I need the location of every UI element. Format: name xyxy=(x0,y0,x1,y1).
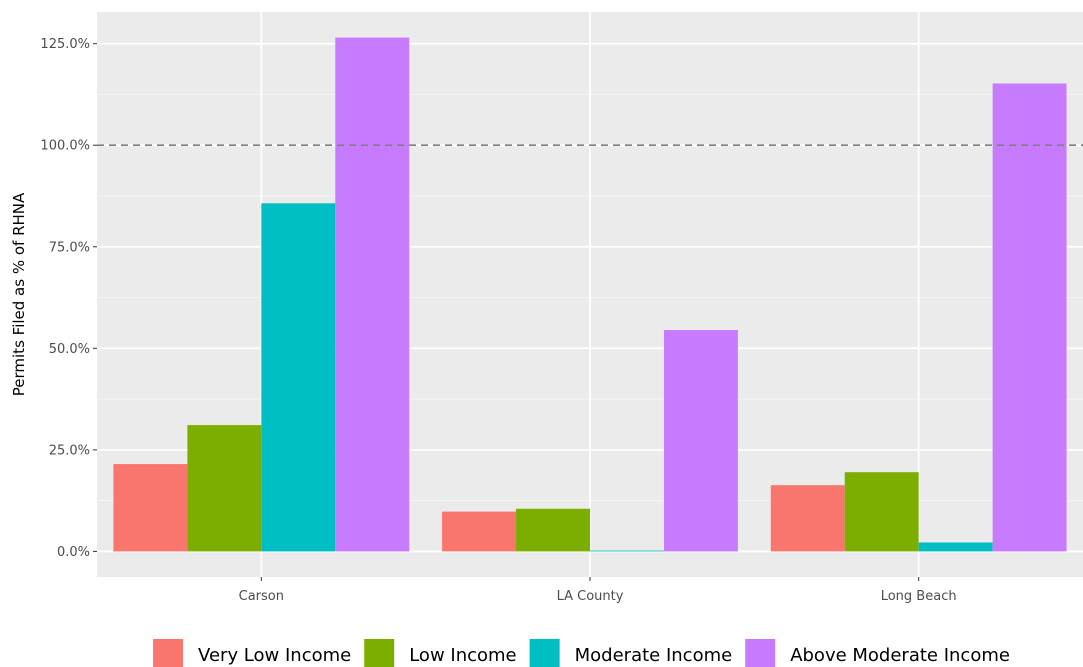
bar-very-low-income-la-county xyxy=(442,511,517,552)
y-axis: 0.0% 25.0% 50.0% 75.0% 100.0% 125.0% xyxy=(40,37,97,560)
y-tick-label: 0.0% xyxy=(57,545,90,560)
bar-low-income-long-beach xyxy=(844,472,919,552)
bar-moderate-income-la-county xyxy=(590,550,664,552)
y-tick-label: 125.0% xyxy=(40,37,90,52)
legend-label: Above Moderate Income xyxy=(790,645,1010,666)
x-tick-label: Long Beach xyxy=(881,589,957,604)
x-axis: Carson LA County Long Beach xyxy=(239,577,957,604)
legend-swatch-very-low-income xyxy=(153,639,184,667)
legend-label: Very Low Income xyxy=(198,645,351,666)
bar-low-income-la-county xyxy=(516,508,590,552)
bars xyxy=(113,37,1067,552)
bar-moderate-income-long-beach xyxy=(918,542,993,552)
bar-above-moderate-income-la-county xyxy=(663,330,738,552)
bar-above-moderate-income-carson xyxy=(335,37,410,552)
y-tick-label: 100.0% xyxy=(40,139,90,154)
legend-label: Moderate Income xyxy=(575,645,733,666)
y-tick-label: 25.0% xyxy=(49,443,90,458)
y-tick-label: 50.0% xyxy=(49,342,90,357)
y-axis-title: Permits Filed as % of RHNA xyxy=(10,192,28,396)
y-tick-label: 75.0% xyxy=(49,240,90,255)
x-tick-label: Carson xyxy=(239,589,284,604)
bar-very-low-income-carson xyxy=(113,464,188,552)
legend-swatch-low-income xyxy=(364,639,395,667)
x-tick-label: LA County xyxy=(557,589,624,604)
legend-label: Low Income xyxy=(409,645,516,666)
bar-moderate-income-carson xyxy=(261,203,336,552)
bar-very-low-income-long-beach xyxy=(770,485,845,552)
legend: Very Low Income Low Income Moderate Income… xyxy=(153,639,1010,667)
bar-above-moderate-income-long-beach xyxy=(992,83,1067,552)
bar-low-income-carson xyxy=(187,425,262,552)
legend-swatch-above-moderate-income xyxy=(745,639,776,667)
legend-swatch-moderate-income xyxy=(529,639,560,667)
